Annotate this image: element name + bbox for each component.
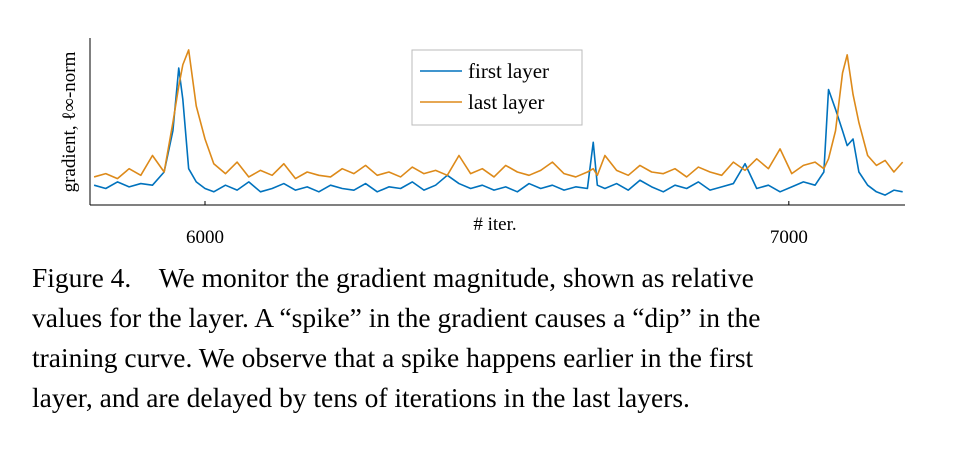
caption-line: Figure 4. We monitor the gradient magnit…	[32, 262, 754, 293]
x-tick-label: 7000	[770, 227, 808, 248]
data-line	[93, 49, 904, 180]
legend-label: last layer	[468, 90, 544, 114]
x-tick-label: 6000	[186, 227, 224, 248]
data-line	[93, 67, 903, 196]
chart: # iter. gradient, ℓ∞-norm 6000 7000 first …	[59, 38, 905, 248]
legend-box	[411, 49, 583, 126]
legend-label: first layer	[468, 59, 549, 83]
caption-line: training curve. We observe that a spike …	[32, 342, 754, 373]
y-axis-label: gradient, ℓ∞-norm	[59, 51, 80, 192]
caption-line: values for the layer. A “spike” in the g…	[32, 302, 761, 333]
x-axis-label: # iter.	[473, 214, 516, 235]
caption-line: layer, and are delayed by tens of iterat…	[32, 382, 690, 413]
caption: Figure 4. We monitor the gradient magnit…	[32, 258, 942, 418]
